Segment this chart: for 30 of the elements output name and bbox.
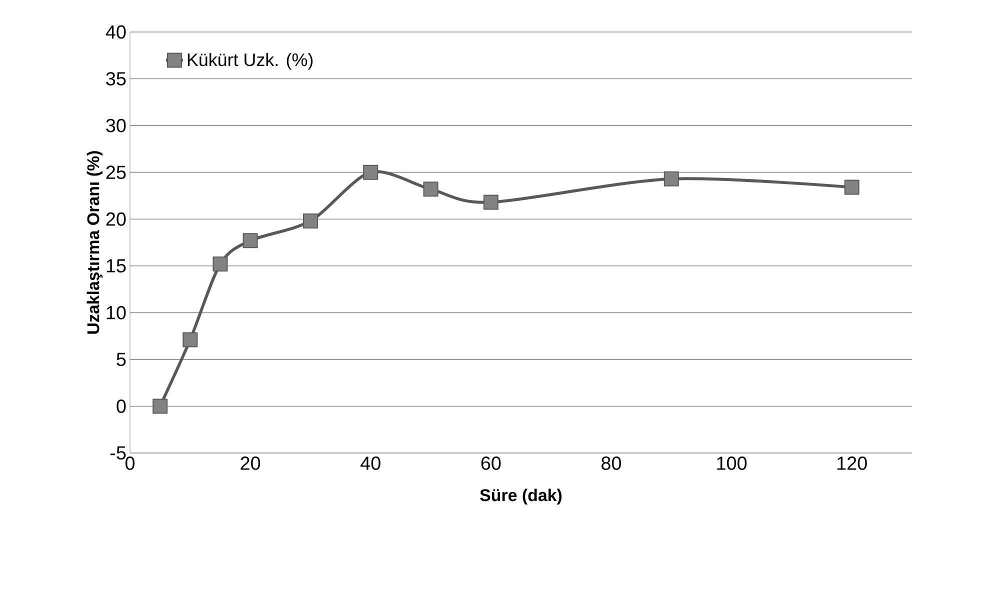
x-tick-label: 40 (360, 456, 380, 470)
point (483, 194, 498, 210)
y-tick-label: 10 (106, 306, 126, 320)
y-tick-label: 0 (116, 400, 126, 413)
point (363, 164, 378, 180)
y-tick-label: 25 (106, 166, 126, 180)
x-tick-label: 80 (602, 456, 622, 470)
y-tick-label: -5 (110, 446, 126, 460)
point (423, 182, 438, 197)
y-tick-label: 40 (106, 25, 126, 39)
legend-label: Kükürt Uzk. (%) (188, 53, 313, 70)
x-tick-label: 20 (240, 456, 260, 470)
x-tick-label: 100 (717, 456, 747, 470)
y-tick-label: 5 (116, 352, 126, 366)
x-tick-label: 120 (838, 456, 867, 470)
y-tick-label: 15 (106, 259, 126, 272)
point (664, 171, 679, 186)
x-tick-label: 60 (481, 456, 501, 470)
point (242, 233, 258, 248)
point (212, 256, 228, 272)
x-axis-title: Süre (dak) (480, 488, 562, 505)
y-axis-title: Uzaklaştırma Oranı (%) (86, 151, 103, 334)
y-tick-label: 35 (106, 72, 126, 86)
y-tick-label: 30 (106, 118, 126, 132)
y-tick-label: 20 (106, 212, 126, 226)
point (844, 180, 860, 195)
x-tick-label: 0 (125, 456, 135, 470)
point (152, 398, 168, 414)
point (182, 332, 198, 348)
point (302, 213, 318, 228)
